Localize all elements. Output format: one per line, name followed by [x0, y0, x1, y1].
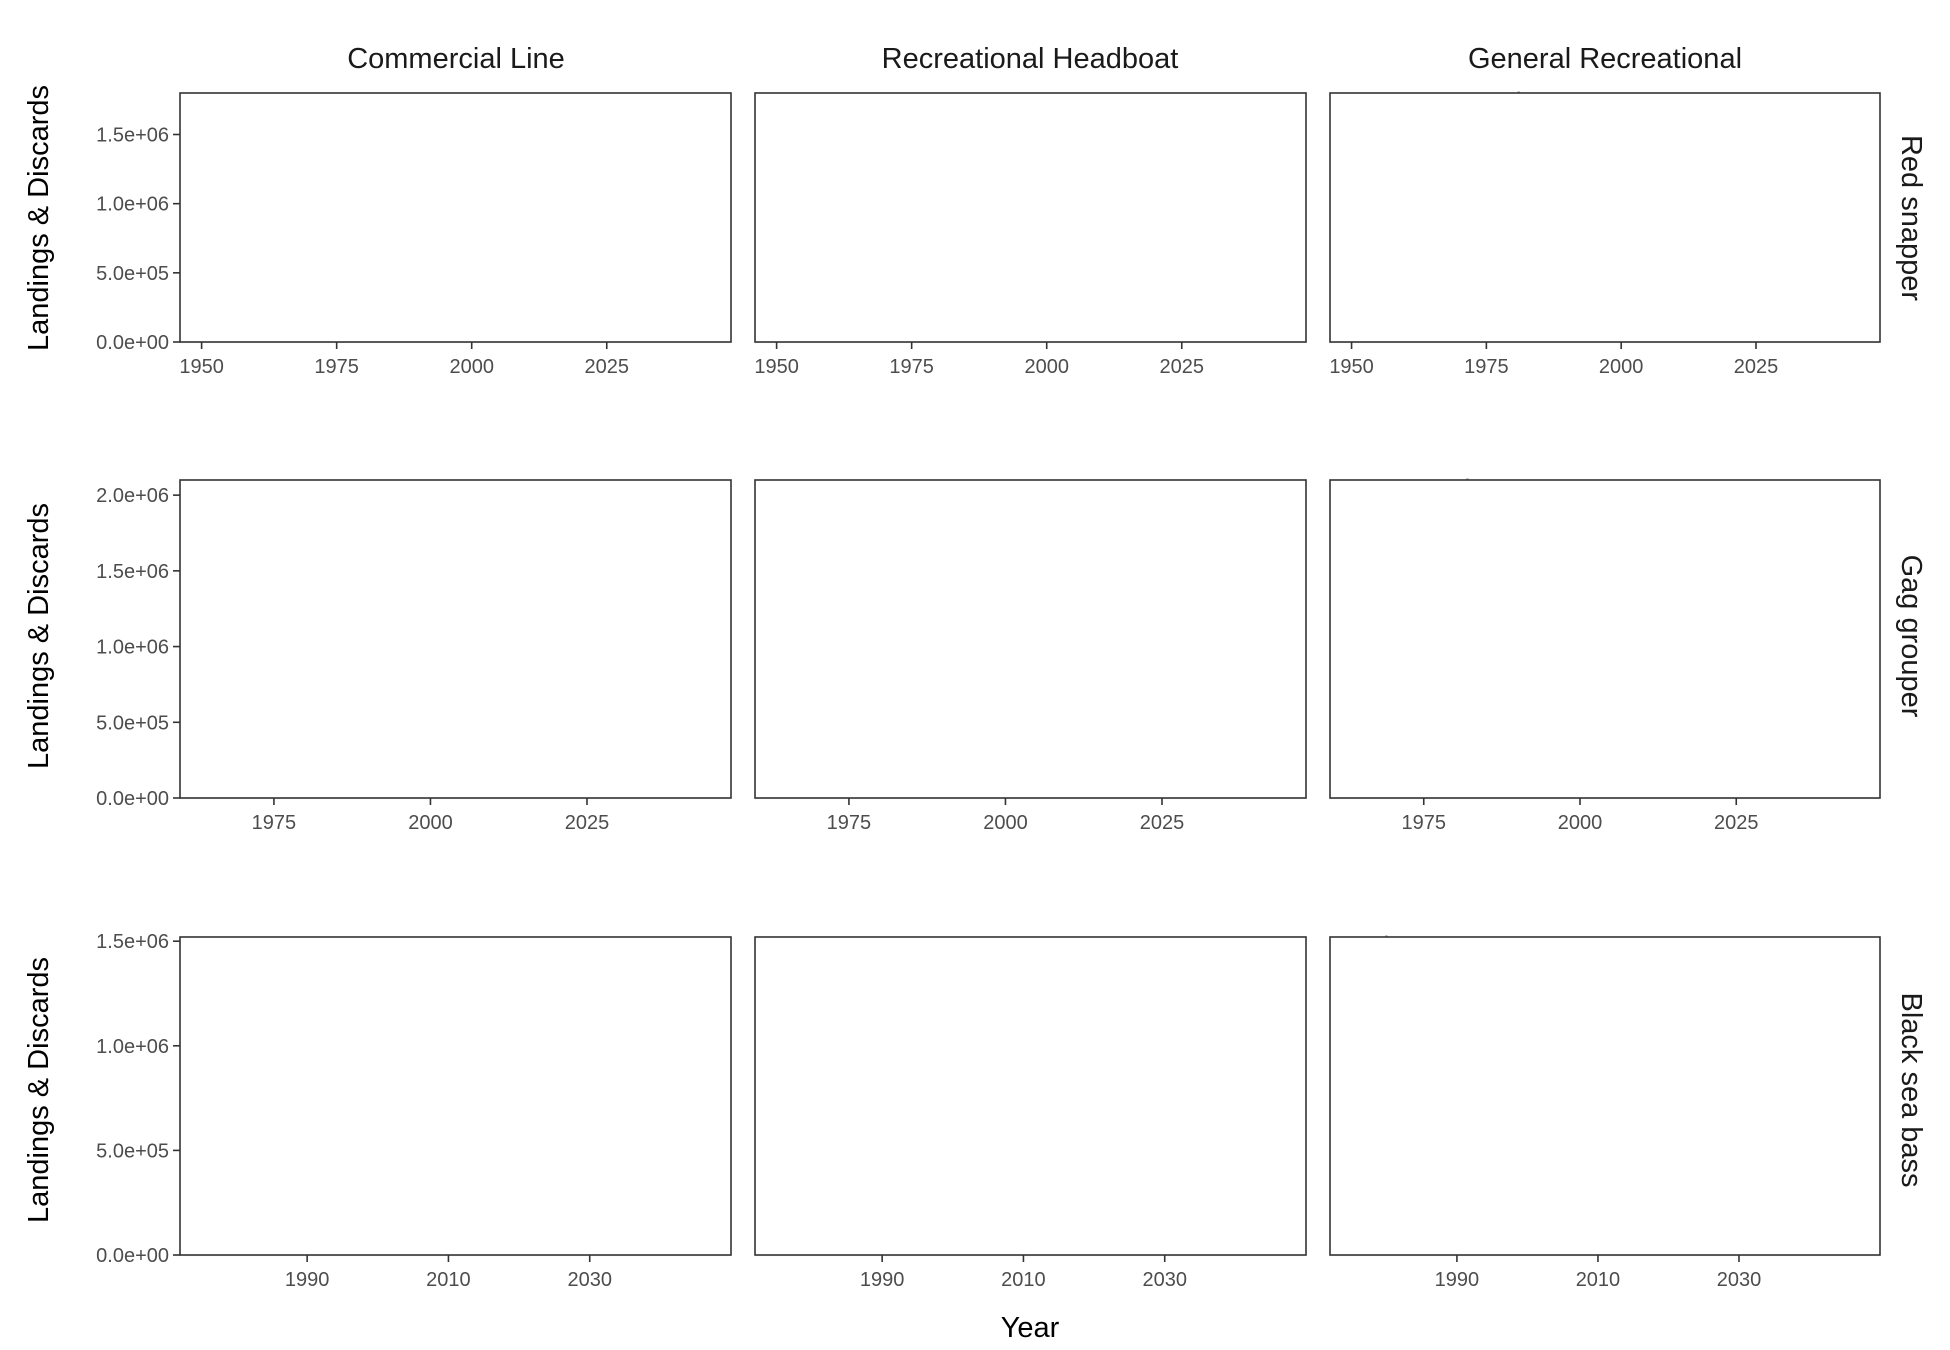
row-strip-red-snapper: Red snapper	[1895, 135, 1927, 301]
panel-gag-grouper-general-recreational: 1975 2000 2025	[1329, 478, 1881, 834]
row-strips: Red snapper Gag grouper Black sea bass	[1895, 135, 1927, 1188]
panel-border	[179, 936, 732, 1256]
column-strips: Commercial Line Recreational Headboat Ge…	[347, 43, 1742, 75]
x-tick-label: 2000	[449, 356, 494, 378]
x-axis-label: Year	[1001, 1312, 1060, 1344]
y-tick-label: 5.0e+05	[96, 263, 169, 285]
panel-border	[1329, 92, 1881, 343]
x-tick-label: 2030	[567, 1269, 612, 1291]
panel-gag-grouper-recreational-headboat: 1975 2000 2025	[754, 479, 1307, 834]
x-tick-label: 2000	[1558, 812, 1603, 834]
y-axis-labels: Landings & Discards Landings & Discards …	[23, 85, 55, 1223]
y-tick-label: 0.0e+00	[96, 788, 169, 810]
column-strip-commercial-line: Commercial Line	[347, 43, 565, 75]
x-tick-label: 2025	[1734, 356, 1779, 378]
x-tick-label: 1975	[1402, 812, 1447, 834]
y-tick-label: 1.5e+06	[96, 125, 169, 147]
panel-border	[754, 936, 1307, 1256]
x-tick-label: 1975	[314, 356, 359, 378]
y-tick-label: 1.0e+06	[96, 637, 169, 659]
y-tick-label: 1.5e+06	[96, 561, 169, 583]
x-tick-label: 2025	[585, 356, 630, 378]
column-strip-general-recreational: General Recreational	[1468, 43, 1742, 75]
x-tick-label: 2010	[426, 1269, 471, 1291]
x-tick-label: 2000	[408, 812, 453, 834]
y-axis-label-black-sea-bass: Landings & Discards	[23, 957, 55, 1223]
x-tick-label: 1990	[860, 1269, 905, 1291]
y-tick-label: 1.5e+06	[96, 931, 169, 953]
x-tick-label: 1975	[252, 812, 297, 834]
panel-black-sea-bass-general-recreational: 1990 2010 2030	[1329, 935, 1881, 1291]
x-tick-label: 1975	[1464, 356, 1509, 378]
x-tick-label: 2010	[1001, 1269, 1046, 1291]
panel-red-snapper-recreational-headboat: 1950 1975 2000 2025	[754, 92, 1307, 378]
y-tick-label: 1.0e+06	[96, 194, 169, 216]
panel-red-snapper-commercial-line: 1950 1975 2000 2025 0.0e+00 5.0e+05 1.0e+06 1.5…	[96, 92, 732, 378]
panel-black-sea-bass-commercial-line: 1990 2010 2030 0.0e+00 5.0e+05 1.0e+06 1.5e+06	[96, 931, 732, 1291]
y-tick-label: 0.0e+00	[96, 332, 169, 354]
y-tick-label: 1.0e+06	[96, 1036, 169, 1058]
x-tick-label: 1990	[285, 1269, 330, 1291]
x-tick-label: 1990	[1435, 1269, 1480, 1291]
x-tick-label: 2010	[1576, 1269, 1621, 1291]
column-strip-recreational-headboat: Recreational Headboat	[882, 43, 1179, 75]
panel-border	[1329, 936, 1881, 1256]
x-tick-label: 2025	[1140, 812, 1185, 834]
x-tick-label: 1950	[754, 356, 799, 378]
panel-gag-grouper-commercial-line: 1975 2000 2025 0.0e+00 5.0e+05 1.0e+06 1.5e+06…	[96, 479, 732, 834]
row-strip-gag-grouper: Gag grouper	[1895, 555, 1927, 718]
panel-border	[754, 92, 1307, 343]
x-tick-label: 2000	[983, 812, 1028, 834]
y-tick-label: 5.0e+05	[96, 712, 169, 734]
x-tick-label: 2030	[1717, 1269, 1762, 1291]
x-tick-label: 1975	[827, 812, 872, 834]
panel-border	[179, 479, 732, 799]
panel-border	[1329, 479, 1881, 799]
x-tick-label: 2025	[1714, 812, 1759, 834]
y-tick-label: 0.0e+00	[96, 1245, 169, 1267]
y-tick-label: 5.0e+05	[96, 1140, 169, 1162]
panel-border	[179, 92, 732, 343]
x-tick-label: 2000	[1599, 356, 1644, 378]
y-axis-label-gag-grouper: Landings & Discards	[23, 503, 55, 769]
x-tick-label: 1950	[179, 356, 224, 378]
panel-border	[754, 479, 1307, 799]
row-strip-black-sea-bass: Black sea bass	[1895, 992, 1927, 1187]
x-tick-label: 1950	[1329, 356, 1374, 378]
x-tick-label: 2030	[1142, 1269, 1187, 1291]
panels: 1950 1975 2000 2025 0.0e+00 5.0e+05 1.0e+06 1.5…	[96, 91, 1881, 1291]
panel-red-snapper-general-recreational: 1950 1975 2000 2025	[1329, 91, 1881, 378]
x-tick-label: 2025	[1160, 356, 1205, 378]
y-tick-label: 2.0e+06	[96, 485, 169, 507]
y-axis-label-red-snapper: Landings & Discards	[23, 85, 55, 351]
x-tick-label: 2000	[1024, 356, 1069, 378]
panel-black-sea-bass-recreational-headboat: 1990 2010 2030	[754, 936, 1307, 1291]
x-tick-label: 2025	[565, 812, 610, 834]
x-tick-label: 1975	[889, 356, 934, 378]
